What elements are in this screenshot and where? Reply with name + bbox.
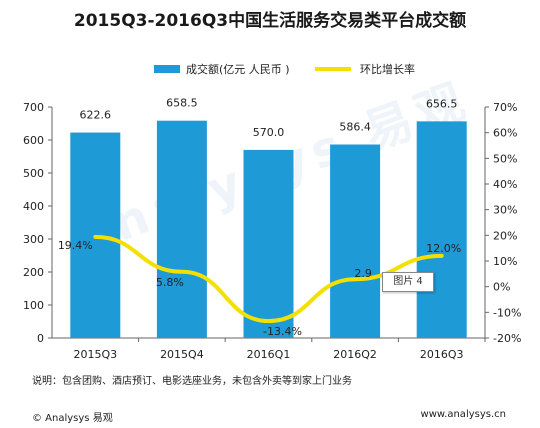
x-tick-label: 2015Q4 <box>160 348 204 361</box>
bar <box>330 144 381 338</box>
bar-data-label: 570.0 <box>253 126 285 139</box>
bar-data-label: 586.4 <box>339 120 371 133</box>
y2-tick-label: 40% <box>493 178 517 191</box>
y2-tick-label: 60% <box>493 127 517 140</box>
y-tick-label: 500 <box>23 167 44 180</box>
bar-data-label: 656.5 <box>426 97 458 110</box>
line-data-label: 12.0% <box>426 242 461 255</box>
y-tick-label: 400 <box>23 200 44 213</box>
image-tooltip: 图片 4 <box>382 272 434 292</box>
y-tick-label: 600 <box>23 134 44 147</box>
line-data-label: 5.8% <box>156 276 184 289</box>
site-url[interactable]: www.analysys.cn <box>420 409 506 420</box>
x-tick-label: 2016Q1 <box>247 348 291 361</box>
chart-title: 2015Q3-2016Q3中国生活服务交易类平台成交额 <box>73 11 467 31</box>
bar <box>416 121 467 338</box>
legend-swatch-bar <box>154 65 180 73</box>
legend-label-line: 环比增长率 <box>360 62 415 76</box>
y-tick-label: 300 <box>23 233 44 246</box>
y2-tick-label: -20% <box>493 332 521 345</box>
y-tick-label: 100 <box>23 299 44 312</box>
y2-tick-label: -10% <box>493 306 521 319</box>
bar-data-label: 622.6 <box>80 109 112 122</box>
line-data-label: 19.4% <box>58 239 93 252</box>
bar <box>243 149 294 338</box>
bar <box>156 120 207 338</box>
y2-tick-label: 0% <box>493 281 510 294</box>
copyright: © Analysys 易观 <box>32 413 113 424</box>
footnote: 说明：包含团购、酒店预订、电影选座业务，未包含外卖等到家上门业务 <box>32 376 352 387</box>
growth-line <box>93 234 444 324</box>
y-tick-label: 700 <box>23 101 44 114</box>
y2-tick-label: 10% <box>493 255 517 268</box>
x-tick-label: 2015Q3 <box>73 348 117 361</box>
x-tick-label: 2016Q2 <box>333 348 377 361</box>
bar-data-label: 658.5 <box>166 97 198 110</box>
line-data-label: 2.9 <box>354 267 372 280</box>
y2-tick-label: 70% <box>493 101 517 114</box>
y-tick-label: 200 <box>23 266 44 279</box>
y2-tick-label: 20% <box>493 229 517 242</box>
legend-label-bar: 成交额(亿元 人民币 ) <box>186 62 290 76</box>
x-tick-label: 2016Q3 <box>420 348 464 361</box>
y-tick-label: 0 <box>37 332 44 345</box>
y2-tick-label: 50% <box>493 152 517 165</box>
line-data-label: -13.4% <box>263 325 302 338</box>
y2-tick-label: 30% <box>493 204 517 217</box>
